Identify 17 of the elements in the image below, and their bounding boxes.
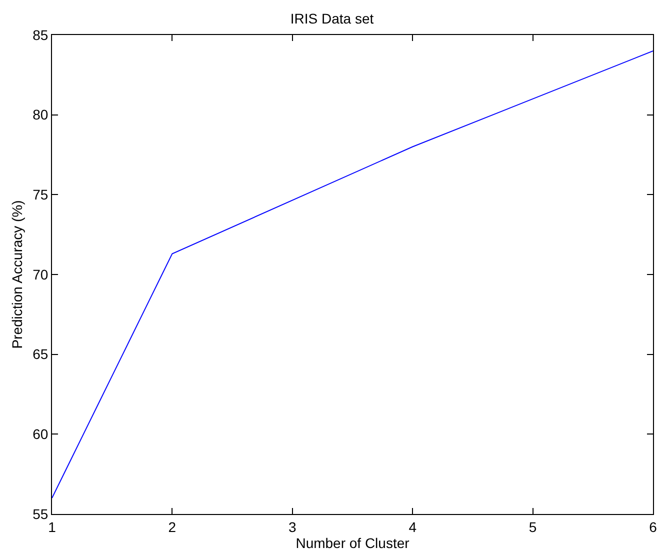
y-tick-label: 65 (32, 346, 48, 362)
y-tick-label: 80 (32, 106, 48, 123)
line-series (52, 50, 653, 499)
x-tick-label: 2 (168, 518, 176, 535)
y-tick-label: 85 (32, 26, 48, 43)
y-tick-label: 60 (32, 426, 48, 442)
x-axis-title: Number of Cluster (296, 534, 410, 551)
x-tick-label: 4 (408, 518, 417, 535)
chart-title: IRIS Data set (290, 10, 374, 27)
y-tick-label: 75 (32, 186, 48, 203)
y-axis-title: Prediction Accuracy (%) (9, 200, 26, 349)
x-tick-label: 3 (288, 518, 296, 535)
y-tick-label: 55 (32, 506, 48, 522)
x-tick-label: 6 (649, 518, 658, 535)
x-tick-label: 5 (528, 518, 537, 535)
y-tick-label: 70 (32, 266, 48, 282)
x-tick-label: 1 (48, 518, 56, 535)
